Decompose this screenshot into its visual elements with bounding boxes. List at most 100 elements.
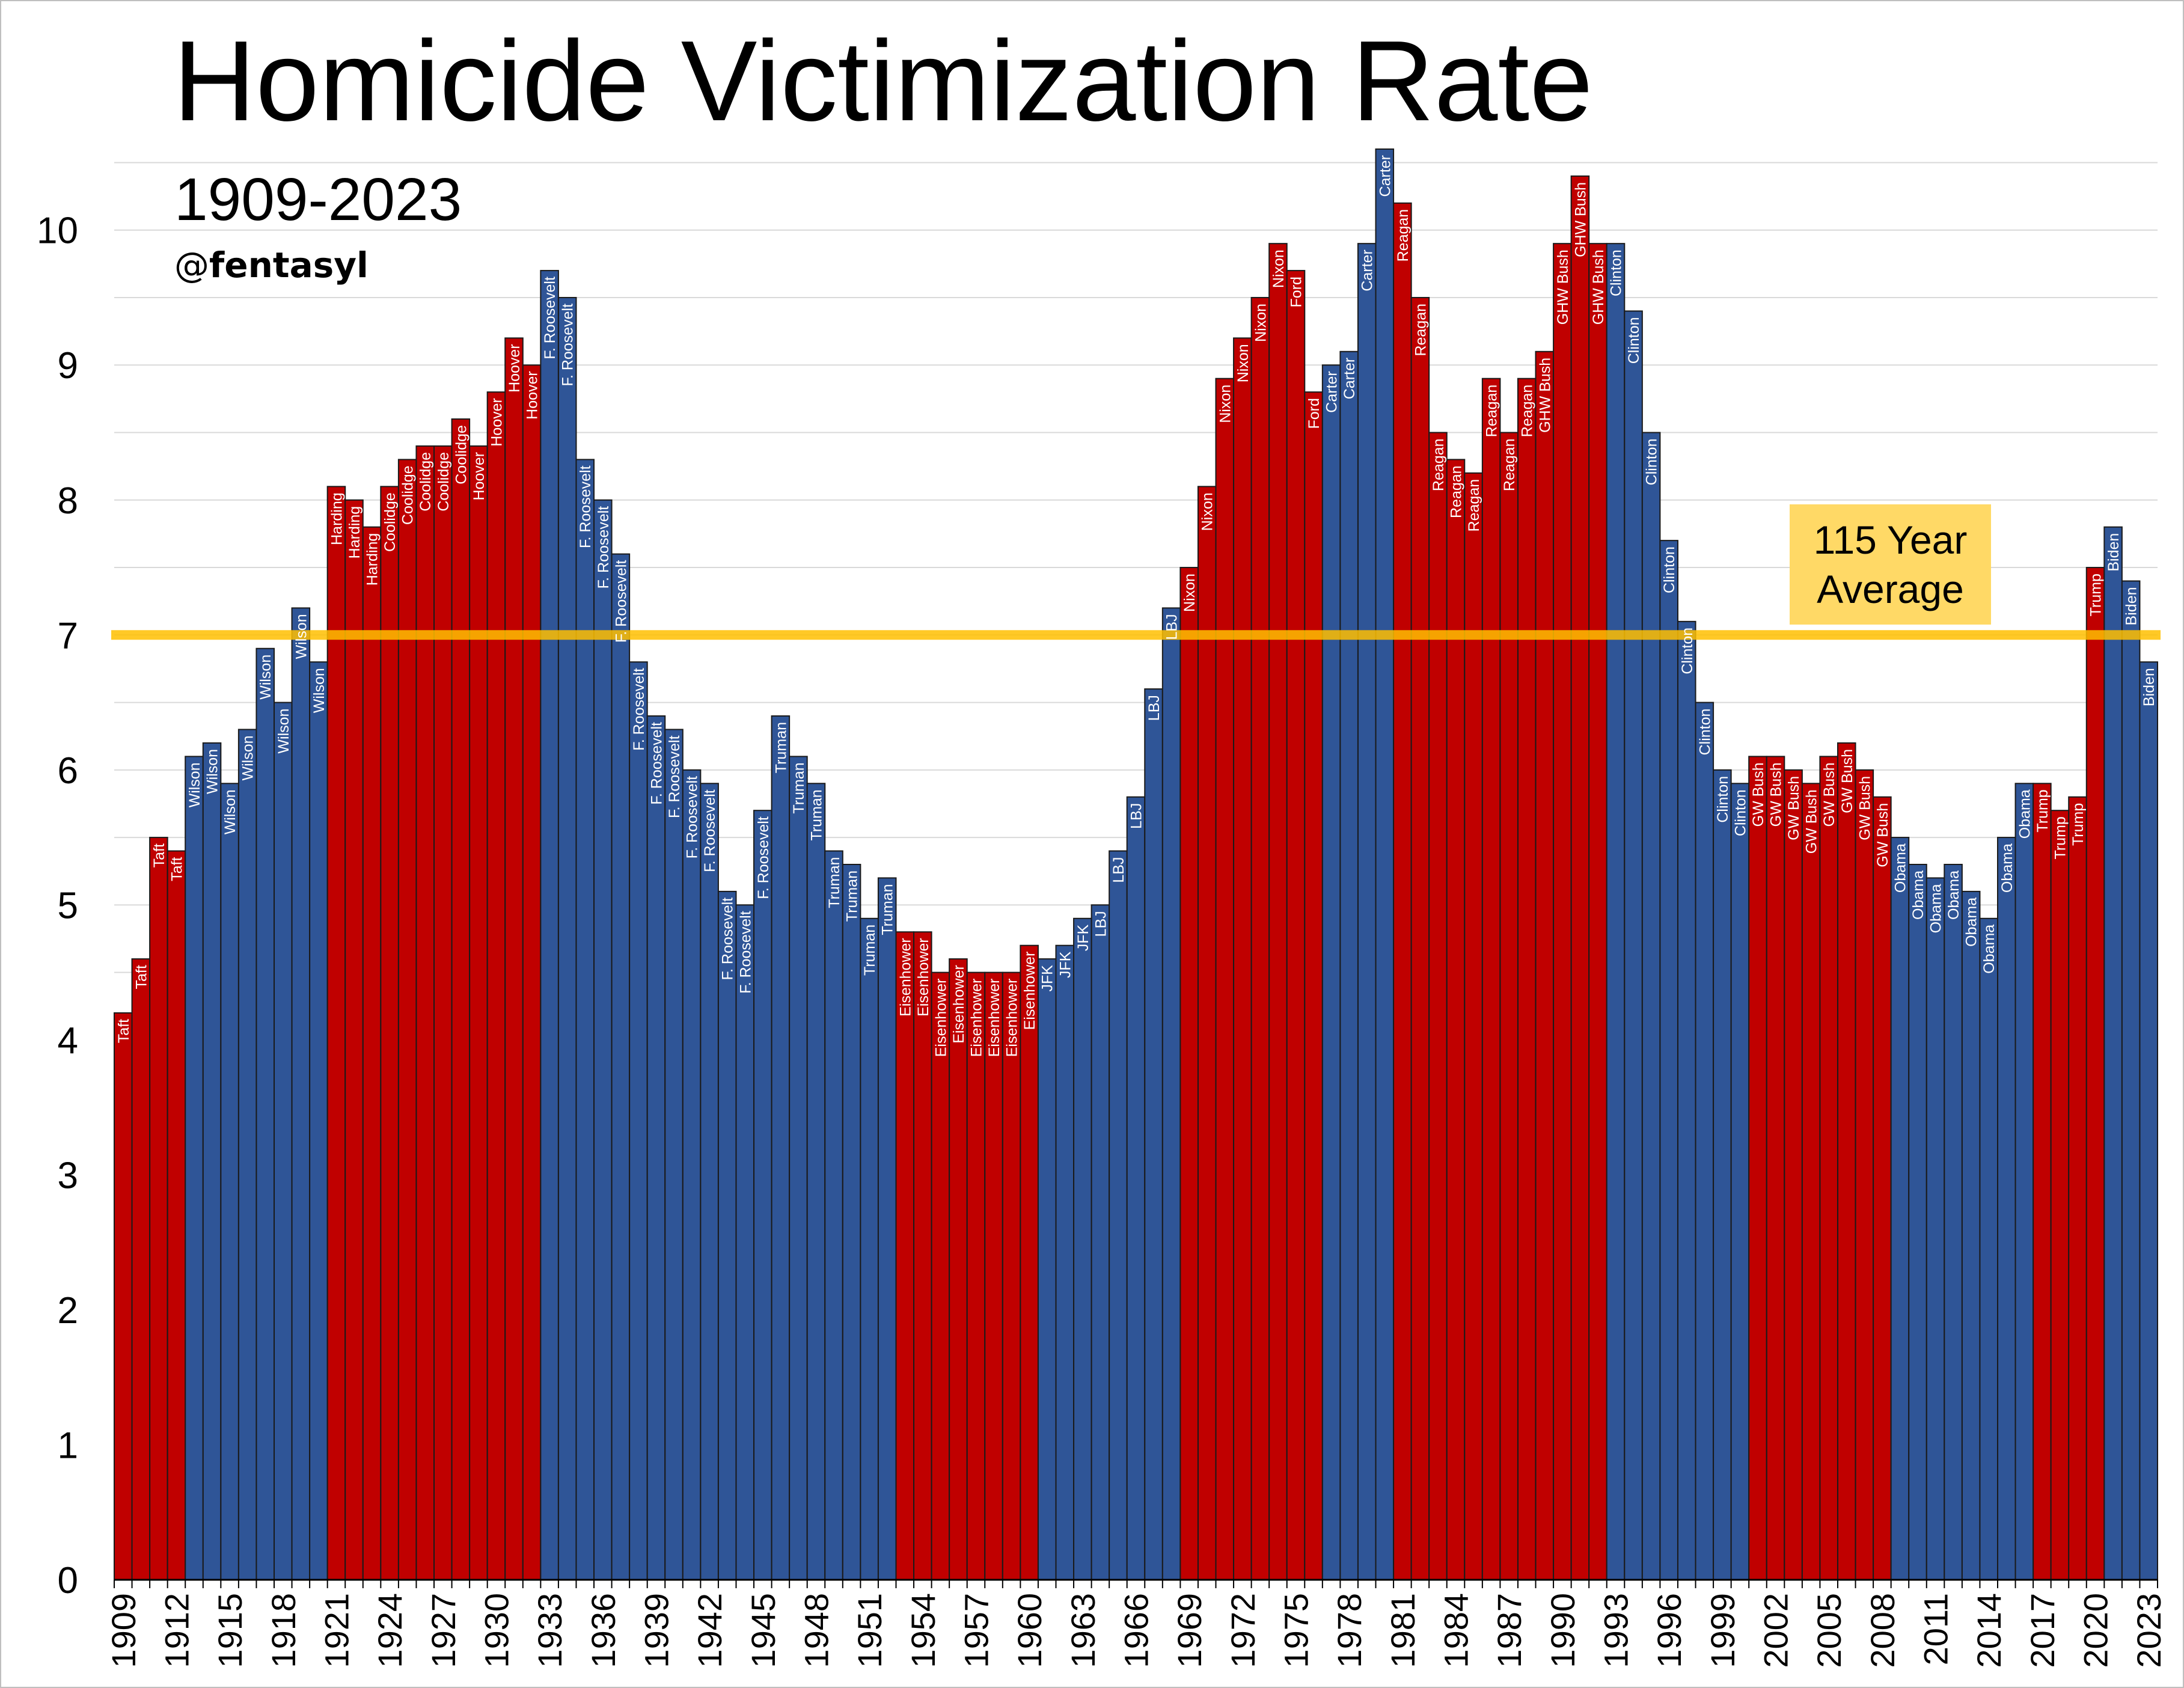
bar-label: GHW Bush bbox=[1590, 249, 1607, 325]
bar bbox=[1908, 864, 1927, 1580]
x-tick-label: 1990 bbox=[1544, 1593, 1582, 1668]
bar bbox=[540, 270, 559, 1581]
bar-label: Eisenhower bbox=[1021, 952, 1038, 1030]
x-tick-label: 2011 bbox=[1917, 1593, 1955, 1665]
y-tick-label: 10 bbox=[37, 210, 78, 252]
bar-label: Truman bbox=[861, 925, 878, 976]
bar-label: Taft bbox=[151, 843, 168, 867]
bar bbox=[1002, 971, 1021, 1581]
bar bbox=[1961, 890, 1981, 1580]
bar bbox=[931, 971, 950, 1581]
x-tick-label: 1978 bbox=[1330, 1593, 1368, 1668]
bar-label: Carter bbox=[1377, 155, 1393, 197]
bar-label: Reagan bbox=[1466, 479, 1482, 532]
bar-label: Coolidge bbox=[382, 492, 399, 552]
bar bbox=[913, 931, 932, 1580]
bar bbox=[202, 742, 222, 1580]
x-tick-label: 1963 bbox=[1064, 1593, 1102, 1668]
bar bbox=[451, 418, 471, 1580]
bar-label: Reagan bbox=[1519, 385, 1536, 438]
bar bbox=[114, 1012, 133, 1580]
bar-label: Biden bbox=[2141, 668, 2158, 706]
bar bbox=[664, 729, 684, 1580]
x-tick-label: 1975 bbox=[1277, 1593, 1315, 1668]
x-tick-label: 2023 bbox=[2130, 1593, 2168, 1668]
chart-title: Homicide Victimization Rate bbox=[173, 17, 1593, 145]
bar-label: F. Roosevelt bbox=[702, 789, 718, 872]
bar-label: LBJ bbox=[1146, 695, 1163, 721]
bar-label: Coolidge bbox=[435, 452, 452, 512]
bar-label: Obama bbox=[1981, 925, 1998, 974]
bar-label: GHW Bush bbox=[1537, 358, 1553, 433]
bar-label: LBJ bbox=[1128, 803, 1145, 829]
bar bbox=[1410, 296, 1430, 1580]
y-tick-label: 6 bbox=[58, 750, 78, 792]
x-tick-label: 1981 bbox=[1384, 1593, 1422, 1668]
bar-label: Truman bbox=[879, 884, 896, 935]
bar bbox=[753, 810, 772, 1580]
bar-label: Ford bbox=[1288, 277, 1305, 307]
bar bbox=[629, 661, 648, 1580]
x-tick-label: 1993 bbox=[1597, 1593, 1635, 1668]
bar-label: Taft bbox=[133, 965, 150, 989]
bar bbox=[380, 486, 399, 1580]
bar-label: F. Roosevelt bbox=[560, 304, 577, 387]
x-tick-label: 1951 bbox=[851, 1593, 889, 1668]
bar-label: Biden bbox=[2105, 533, 2122, 572]
bar bbox=[611, 553, 631, 1580]
bar-label: Truman bbox=[791, 762, 807, 813]
bar-label: Obama bbox=[1945, 870, 1962, 920]
x-tick-label: 1915 bbox=[211, 1593, 249, 1668]
x-tick-label: 1930 bbox=[477, 1593, 515, 1668]
bar-label: F. Roosevelt bbox=[737, 911, 754, 994]
bar-label: F. Roosevelt bbox=[648, 722, 665, 805]
x-tick-label: 1945 bbox=[744, 1593, 782, 1668]
average-label-line2: Average bbox=[1817, 567, 1964, 611]
bar-label: Eisenhower bbox=[968, 979, 985, 1057]
bar bbox=[291, 607, 311, 1580]
bar bbox=[1037, 958, 1057, 1580]
bar-label: GW Bush bbox=[1768, 762, 1785, 827]
bar bbox=[2068, 796, 2087, 1580]
y-tick-label: 8 bbox=[58, 480, 78, 522]
y-tick-label: 7 bbox=[58, 615, 78, 656]
bar-label: Obama bbox=[1910, 870, 1927, 920]
bar-label: Trump bbox=[2052, 816, 2069, 859]
bar bbox=[344, 499, 364, 1580]
bar bbox=[1819, 756, 1838, 1580]
bar bbox=[522, 364, 542, 1581]
bar-label: F. Roosevelt bbox=[577, 465, 594, 548]
bar-label: Clinton bbox=[1732, 789, 1749, 836]
bar bbox=[1233, 337, 1252, 1580]
y-tick-label: 5 bbox=[58, 885, 78, 926]
bar bbox=[1837, 742, 1856, 1580]
bar bbox=[220, 783, 239, 1580]
bar-label: Truman bbox=[808, 789, 825, 840]
bar-label: Clinton bbox=[1679, 628, 1696, 674]
bar bbox=[1677, 620, 1696, 1580]
x-tick-label: 2005 bbox=[1810, 1593, 1848, 1668]
bar-label: Eisenhower bbox=[897, 938, 914, 1017]
bar bbox=[575, 459, 595, 1581]
bar-label: Obama bbox=[1999, 843, 2016, 893]
bar-label: F. Roosevelt bbox=[720, 898, 736, 980]
bar-label: Clinton bbox=[1714, 776, 1731, 823]
x-tick-label: 1912 bbox=[158, 1593, 195, 1668]
bar bbox=[806, 783, 826, 1580]
bar bbox=[1588, 243, 1607, 1580]
bar-label: Taft bbox=[115, 1019, 132, 1043]
bar bbox=[1215, 378, 1235, 1580]
bar bbox=[1126, 796, 1146, 1580]
attribution-name: fentasyl bbox=[209, 245, 369, 286]
bar bbox=[557, 296, 577, 1580]
bar bbox=[1553, 243, 1572, 1580]
bar bbox=[682, 769, 702, 1580]
bar-label: Nixon bbox=[1270, 249, 1287, 288]
bar-label: LBJ bbox=[1164, 614, 1181, 640]
bar bbox=[2121, 580, 2141, 1580]
bar bbox=[1161, 607, 1181, 1580]
bar-label: Obama bbox=[1892, 843, 1909, 893]
bar bbox=[1624, 310, 1643, 1580]
